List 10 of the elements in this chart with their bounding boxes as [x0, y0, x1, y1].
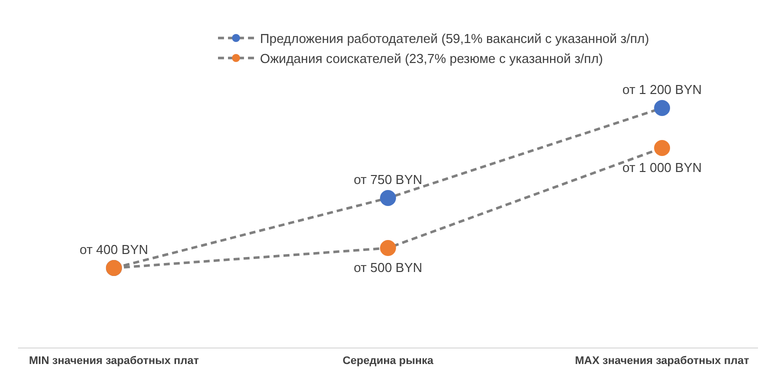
x-tick-label: MAX значения заработных плат [575, 354, 750, 367]
data-label: от 1 200 BYN [622, 82, 702, 97]
x-tick-label: Середина рынка [342, 354, 434, 367]
x-tick-label: MIN значения заработных плат [29, 354, 200, 367]
legend-label: Ожидания соискателей (23,7% резюме с указанной з/пл) [260, 50, 603, 66]
data-label: от 500 BYN [354, 260, 422, 275]
data-label: от 750 BYN [354, 172, 422, 187]
data-label: от 400 BYN [80, 242, 148, 257]
data-label: от 1 000 BYN [622, 160, 702, 175]
legend-label: Предложения работодателей (59,1% вакансий с указанной з/пл) [260, 30, 650, 46]
